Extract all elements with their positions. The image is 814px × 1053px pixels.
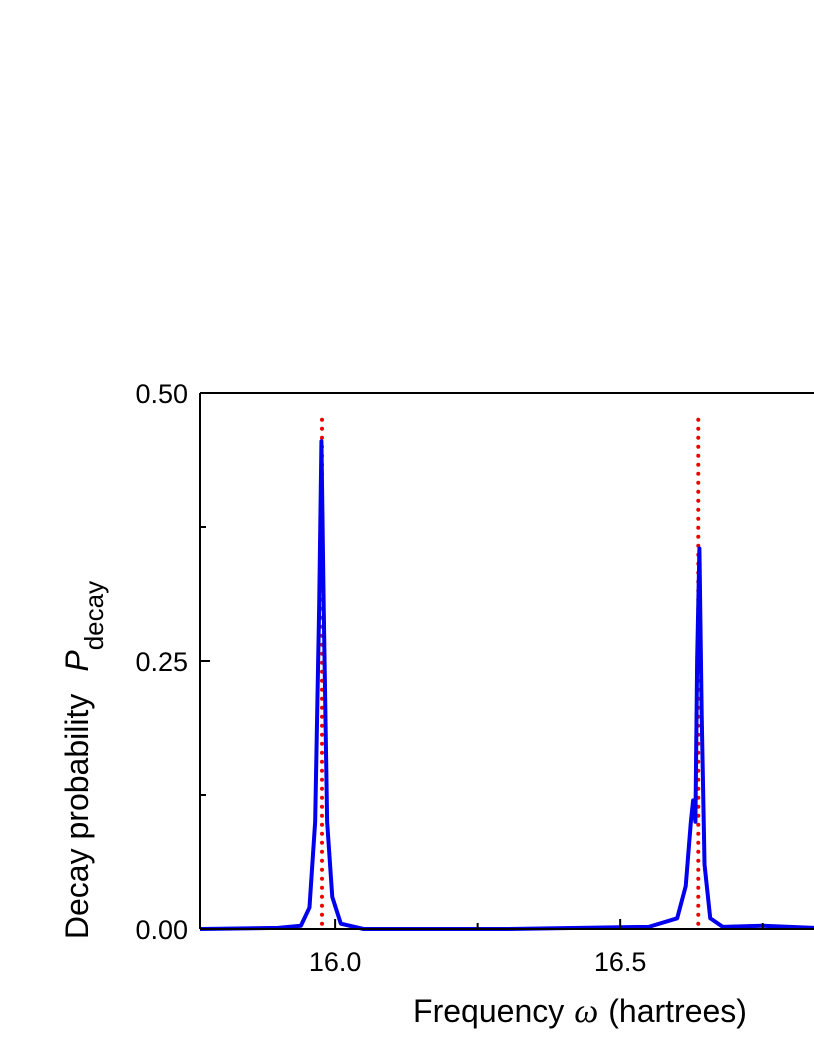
- y-axis-label: Decay probability Pdecay: [59, 581, 109, 939]
- x-tick-label: 16.5: [594, 947, 647, 977]
- x-axis-label: Frequency ω (hartrees): [413, 993, 747, 1030]
- x-label-text: Frequency: [413, 993, 564, 1029]
- y-tick-label: 0.50: [135, 379, 188, 409]
- y-label-symbol: P: [59, 650, 95, 672]
- y-tick-label: 0.25: [135, 647, 188, 677]
- data-line: [199, 439, 814, 931]
- x-label-unit: (hartrees): [608, 993, 747, 1029]
- y-label-text: Decay probability: [59, 694, 95, 939]
- y-label-subscript: decay: [79, 581, 109, 650]
- x-label-symbol: ω: [574, 993, 598, 1030]
- y-tick-label: 0.00: [135, 915, 188, 945]
- x-tick-label: 16.0: [309, 947, 362, 977]
